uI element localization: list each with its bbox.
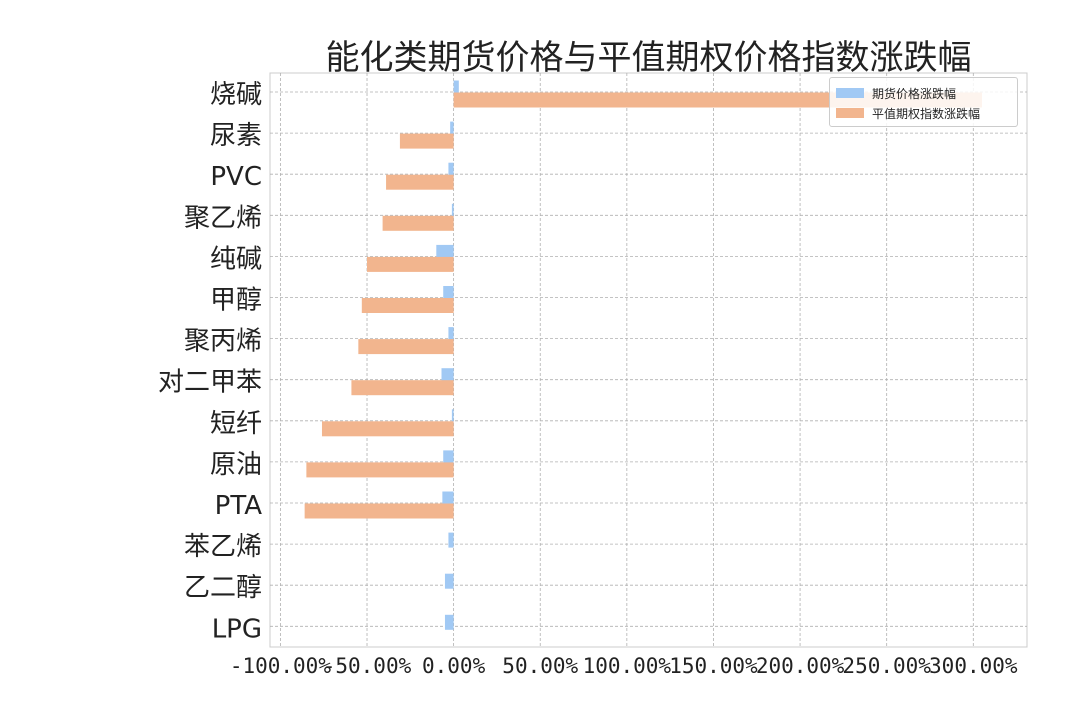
futures-bar (436, 244, 454, 260)
y-tick-label: 原油 (210, 450, 262, 480)
x-tick-label: 250.00% (842, 654, 931, 678)
plot-frame (269, 72, 1028, 648)
legend-swatch-futures (836, 88, 864, 98)
legend-swatch-options (836, 108, 864, 118)
legend-item-options: 平值期权指数涨跌幅 (836, 103, 1011, 123)
x-tick-label: 150.00% (669, 654, 758, 678)
chart-legend: 期货价格涨跌幅 平值期权指数涨跌幅 (829, 77, 1018, 127)
option-index-bar (399, 133, 454, 149)
option-index-bar (306, 462, 454, 478)
x-tick-label: 50.00% (502, 654, 578, 678)
futures-bar (442, 491, 454, 507)
futures-bar (448, 327, 454, 343)
option-index-bar (351, 380, 454, 396)
futures-bar (451, 409, 454, 425)
y-tick-label: 聚丙烯 (184, 327, 262, 357)
option-index-bar (358, 339, 454, 355)
y-tick-label: 短纤 (210, 409, 262, 439)
x-tick-label: 100.00% (583, 654, 672, 678)
x-tick-label: -50.00% (323, 654, 412, 678)
futures-bar (450, 121, 454, 137)
legend-label-futures: 期货价格涨跌幅 (872, 86, 957, 101)
y-tick-label: LPG (212, 614, 262, 644)
x-tick-label: 0.00% (422, 654, 486, 678)
x-tick-label: 200.00% (756, 654, 845, 678)
futures-bar (451, 203, 454, 219)
y-tick-label: 烧碱 (210, 80, 262, 110)
futures-bar (443, 286, 454, 301)
futures-bar (448, 162, 454, 178)
option-index-bar (367, 256, 454, 272)
y-tick-label: 苯乙烯 (184, 532, 262, 562)
legend-item-futures: 期货价格涨跌幅 (836, 83, 1011, 103)
option-index-bar (321, 421, 454, 437)
chart-title: 能化类期货价格与平值期权价格指数涨跌幅 (325, 38, 972, 78)
futures-bar (441, 368, 454, 384)
option-index-bar (382, 215, 454, 231)
x-tick-label: 300.00% (929, 654, 1018, 678)
y-tick-label: 纯碱 (210, 244, 262, 274)
futures-bar (444, 573, 454, 589)
option-index-bar (361, 298, 454, 313)
y-tick-label: 对二甲苯 (158, 368, 262, 398)
y-tick-label: PTA (215, 491, 263, 521)
futures-bar (444, 614, 454, 630)
futures-bar (453, 80, 459, 96)
y-tick-label: 聚乙烯 (184, 203, 262, 233)
y-tick-label: 尿素 (210, 121, 262, 151)
futures-bar (448, 532, 454, 548)
option-index-bar (304, 503, 454, 519)
option-index-bar (386, 174, 454, 190)
x-tick-label: -100.00% (230, 654, 332, 678)
y-tick-label: PVC (210, 162, 262, 192)
legend-label-options: 平值期权指数涨跌幅 (872, 106, 981, 121)
y-tick-label: 乙二醇 (184, 573, 262, 603)
futures-bar (443, 450, 454, 466)
y-tick-label: 甲醇 (210, 286, 262, 316)
